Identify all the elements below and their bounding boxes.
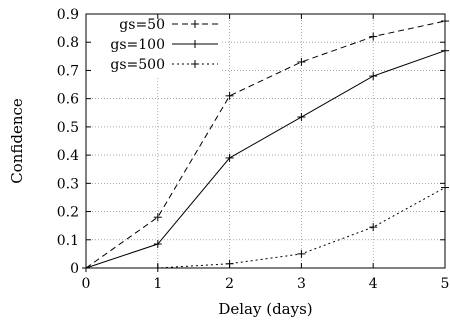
y-tick-label: 0.6 bbox=[57, 92, 79, 108]
legend-marker-gs=100 bbox=[191, 40, 199, 48]
y-tick-label: 0.5 bbox=[57, 120, 79, 136]
y-tick-label: 0.9 bbox=[57, 7, 79, 23]
x-tick-label: 5 bbox=[441, 276, 450, 292]
data-point-gs=50 bbox=[297, 57, 306, 66]
y-tick-label: 0.4 bbox=[57, 148, 79, 164]
legend-marker-gs=50 bbox=[191, 20, 199, 28]
series-layer bbox=[82, 17, 449, 272]
legend-marker-gs=500 bbox=[191, 60, 199, 68]
y-tick-label: 0.3 bbox=[57, 176, 79, 192]
data-point-gs=500 bbox=[297, 249, 306, 258]
y-tick-label: 0.1 bbox=[57, 233, 79, 249]
data-point-gs=500 bbox=[369, 223, 378, 232]
legend: gs=50 gs=100 gs=500 bbox=[110, 17, 218, 73]
y-tick-label: 0.8 bbox=[57, 35, 79, 51]
data-point-gs=100 bbox=[225, 153, 234, 162]
x-tick-label: 4 bbox=[369, 276, 378, 292]
data-point-gs=50 bbox=[153, 213, 162, 222]
grid bbox=[86, 14, 445, 268]
x-tick-label: 2 bbox=[225, 276, 234, 292]
series-line-gs=500 bbox=[86, 187, 446, 269]
ticks: 0 0.1 0.2 0.3 0.4 0.5 0.6 0.7 0.8 0.9 0 1 2 3 4 5 bbox=[57, 7, 450, 292]
plot-frame bbox=[85, 13, 446, 269]
y-axis-label: Confidence bbox=[8, 98, 26, 184]
y-tick-label: 0 bbox=[70, 261, 79, 277]
series-line-gs=50 bbox=[85, 20, 446, 269]
series-line-gs=100 bbox=[85, 50, 446, 269]
x-axis-label: Delay (days) bbox=[218, 300, 312, 318]
data-point-gs=100 bbox=[369, 72, 378, 81]
data-point-gs=100 bbox=[153, 240, 162, 249]
x-tick-label: 0 bbox=[82, 276, 91, 292]
legend-label-gs=100: gs=100 bbox=[110, 37, 165, 53]
y-tick-label: 0.7 bbox=[57, 63, 79, 79]
data-point-gs=100 bbox=[297, 113, 306, 122]
legend-label-gs=50: gs=50 bbox=[119, 17, 165, 33]
x-tick-label: 1 bbox=[153, 276, 162, 292]
legend-label-gs=500: gs=500 bbox=[110, 57, 165, 73]
data-point-gs=50 bbox=[369, 32, 378, 41]
data-point-gs=50 bbox=[225, 91, 234, 100]
y-tick-label: 0.2 bbox=[57, 205, 79, 221]
x-tick-label: 3 bbox=[297, 276, 306, 292]
